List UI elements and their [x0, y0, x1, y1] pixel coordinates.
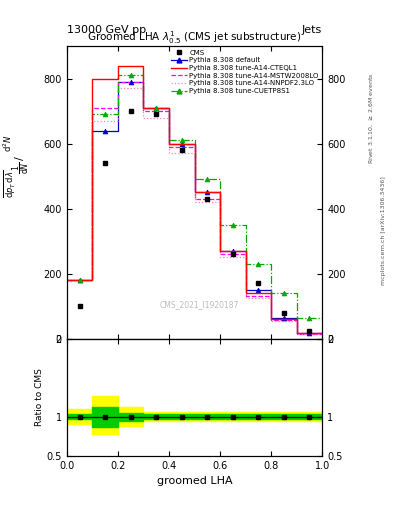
Text: mcplots.cern.ch [arXiv:1306.3436]: mcplots.cern.ch [arXiv:1306.3436] [381, 176, 386, 285]
Text: 13000 GeV pp: 13000 GeV pp [67, 25, 146, 35]
Line: CMS: CMS [77, 109, 312, 333]
Text: $\mathrm{d}^2N$: $\mathrm{d}^2N$ [2, 135, 15, 152]
CMS [230, 251, 235, 257]
CMS [129, 108, 133, 114]
CMS [154, 111, 158, 117]
Y-axis label: Ratio to CMS: Ratio to CMS [35, 368, 44, 426]
Text: Jets: Jets [302, 25, 322, 35]
CMS [103, 160, 108, 166]
X-axis label: groomed LHA: groomed LHA [157, 476, 232, 486]
CMS [77, 303, 82, 309]
CMS [256, 280, 261, 286]
Title: Groomed LHA $\lambda^{1}_{0.5}$ (CMS jet substructure): Groomed LHA $\lambda^{1}_{0.5}$ (CMS jet… [87, 29, 302, 46]
CMS [307, 328, 312, 334]
Text: $\overline{\mathrm{d}p_T\,\mathrm{d}\lambda}$: $\overline{\mathrm{d}p_T\,\mathrm{d}\lam… [2, 170, 18, 198]
CMS [179, 147, 184, 153]
CMS [281, 310, 286, 316]
Text: $\frac{1}{\mathrm{d}N}\,/\,$: $\frac{1}{\mathrm{d}N}\,/\,$ [11, 154, 32, 174]
Legend: CMS, Pythia 8.308 default, Pythia 8.308 tune-A14-CTEQL1, Pythia 8.308 tune-A14-M: CMS, Pythia 8.308 default, Pythia 8.308 … [170, 48, 320, 96]
Text: CMS_2021_I1920187: CMS_2021_I1920187 [160, 301, 239, 309]
Text: Rivet 3.1.10, $\geq$ 2.6M events: Rivet 3.1.10, $\geq$ 2.6M events [367, 72, 375, 163]
CMS [205, 196, 210, 202]
